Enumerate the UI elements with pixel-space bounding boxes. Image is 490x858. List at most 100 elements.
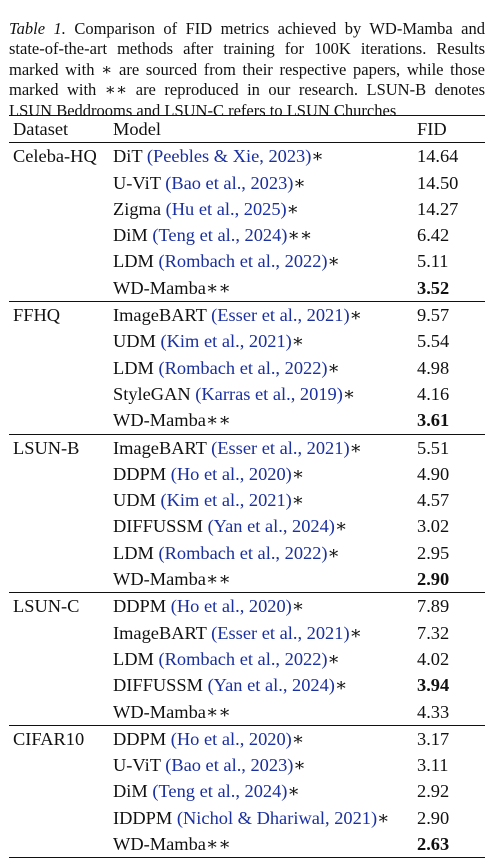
model-name: LDM [113, 357, 154, 378]
table-row: UDM (Kim et al., 2021)∗ 5.54 [9, 328, 485, 354]
model-name: DDPM [113, 463, 167, 484]
dataset-cell [9, 355, 113, 381]
table-row: WD-Mamba∗∗ 3.61 [9, 407, 485, 434]
model-cell: IDDPM (Nichol & Dhariwal, 2021)∗ [113, 805, 413, 831]
model-cell: LDM (Rombach et al., 2022)∗ [113, 540, 413, 566]
citation-link: (Esser et al., 2021) [211, 305, 350, 326]
source-marker: ∗ [293, 172, 306, 193]
source-marker: ∗∗ [205, 834, 231, 855]
fid-value: 2.63 [417, 834, 450, 855]
model-name: U-ViT [113, 172, 161, 193]
header-model: Model [113, 119, 162, 139]
model-name: WD-Mamba [113, 701, 206, 722]
citation-link: (Bao et al., 2023) [165, 172, 294, 193]
model-name: ImageBART [113, 437, 207, 458]
source-marker: ∗ [349, 437, 363, 458]
fid-value: 5.54 [417, 331, 450, 352]
table-row: UDM (Kim et al., 2021)∗ 4.57 [9, 487, 485, 513]
model-name: WD-Mamba [113, 277, 206, 298]
source-marker: ∗∗ [205, 701, 231, 722]
fid-value: 3.61 [417, 410, 450, 431]
fid-value: 3.17 [417, 728, 450, 749]
dataset-cell: CIFAR10 [13, 728, 85, 749]
model-cell: DIFFUSSM (Yan et al., 2024)∗ [113, 672, 413, 698]
model-cell: StyleGAN (Karras et al., 2019)∗ [113, 381, 413, 407]
dataset-cell: LSUN-C [13, 596, 80, 617]
model-cell: WD-Mamba∗∗ [113, 407, 413, 434]
dataset-cell: Celeba-HQ [13, 146, 97, 167]
model-name: DiM [113, 225, 148, 246]
model-cell: DDPM (Ho et al., 2020)∗ [113, 725, 413, 752]
table-row: LSUN-B ImageBART (Esser et al., 2021)∗ 5.5… [9, 434, 485, 461]
header-fid: FID [417, 119, 447, 139]
citation-link: (Kim et al., 2021) [160, 331, 292, 352]
table-row: LDM (Rombach et al., 2022)∗ 4.98 [9, 355, 485, 381]
citation-link: (Rombach et al., 2022) [158, 648, 328, 669]
table-row: WD-Mamba∗∗ 2.90 [9, 566, 485, 593]
model-name: LDM [113, 251, 154, 272]
source-marker: ∗ [286, 198, 300, 219]
source-marker: ∗ [293, 755, 306, 776]
source-marker: ∗∗ [287, 225, 313, 246]
model-cell: Zigma (Hu et al., 2025)∗ [113, 196, 413, 222]
model-cell: DiM (Teng et al., 2024)∗ [113, 778, 413, 804]
fid-value: 4.90 [417, 463, 450, 484]
table-row: DDPM (Ho et al., 2020)∗ 4.90 [9, 461, 485, 487]
fid-value: 2.90 [417, 807, 450, 828]
source-marker: ∗ [327, 542, 341, 563]
dataset-cell [9, 540, 113, 566]
table-row: DIFFUSSM (Yan et al., 2024)∗ 3.02 [9, 513, 485, 539]
model-cell: LDM (Rombach et al., 2022)∗ [113, 646, 413, 672]
source-marker: ∗ [342, 383, 356, 404]
fid-value: 14.50 [417, 172, 459, 193]
dataset-cell [9, 672, 113, 698]
dataset-cell [9, 222, 113, 248]
fid-value: 3.52 [417, 277, 450, 298]
model-cell: LDM (Rombach et al., 2022)∗ [113, 355, 413, 381]
source-marker: ∗∗ [205, 410, 231, 431]
source-marker: ∗ [291, 596, 305, 617]
model-name: DiT [113, 146, 143, 167]
dataset-cell [9, 620, 113, 646]
source-marker: ∗ [327, 648, 341, 669]
model-cell: U-ViT (Bao et al., 2023)∗ [113, 170, 413, 196]
model-name: DiM [113, 781, 148, 802]
fid-value: 4.02 [417, 648, 450, 669]
dataset-cell [9, 831, 113, 858]
model-cell: ImageBART (Esser et al., 2021)∗ [113, 302, 413, 329]
dataset-cell [9, 328, 113, 354]
citation-link: (Nichol & Dhariwal, 2021) [176, 807, 378, 828]
fid-value: 7.89 [417, 596, 450, 617]
model-cell: DiM (Teng et al., 2024)∗∗ [113, 222, 413, 248]
model-cell: WD-Mamba∗∗ [113, 831, 413, 858]
table-row: LDM (Rombach et al., 2022)∗ 2.95 [9, 540, 485, 566]
model-cell: WD-Mamba∗∗ [113, 566, 413, 593]
dataset-cell [9, 196, 113, 222]
table-row: LSUN-C DDPM (Ho et al., 2020)∗ 7.89 [9, 592, 485, 620]
model-name: StyleGAN [113, 383, 191, 404]
citation-link: (Esser et al., 2021) [211, 437, 350, 458]
table-row: LDM (Rombach et al., 2022)∗ 5.11 [9, 248, 485, 274]
table-header-row: Dataset Model FID [9, 115, 485, 143]
table-row: DiM (Teng et al., 2024)∗ 2.92 [9, 778, 485, 804]
fid-value: 3.02 [417, 516, 450, 537]
model-name: U-ViT [113, 755, 161, 776]
model-cell: WD-Mamba∗∗ [113, 275, 413, 302]
fid-value: 4.57 [417, 490, 450, 511]
model-name: DDPM [113, 728, 167, 749]
table-row: StyleGAN (Karras et al., 2019)∗ 4.16 [9, 381, 485, 407]
table-body: Celeba-HQ DiT (Peebles & Xie, 2023)∗ 14.64… [9, 142, 485, 858]
model-name: DDPM [113, 596, 167, 617]
dataset-cell [9, 646, 113, 672]
fid-value: 6.42 [417, 225, 450, 246]
model-name: Zigma [113, 198, 162, 219]
table-row: WD-Mamba∗∗ 2.63 [9, 831, 485, 858]
source-marker: ∗ [291, 490, 305, 511]
citation-link: (Yan et al., 2024) [207, 675, 335, 696]
citation-link: (Kim et al., 2021) [160, 490, 292, 511]
dataset-cell [9, 381, 113, 407]
fid-value: 4.98 [417, 357, 450, 378]
model-cell: DIFFUSSM (Yan et al., 2024)∗ [113, 513, 413, 539]
source-marker: ∗ [291, 463, 305, 484]
table-row: ImageBART (Esser et al., 2021)∗ 7.32 [9, 620, 485, 646]
